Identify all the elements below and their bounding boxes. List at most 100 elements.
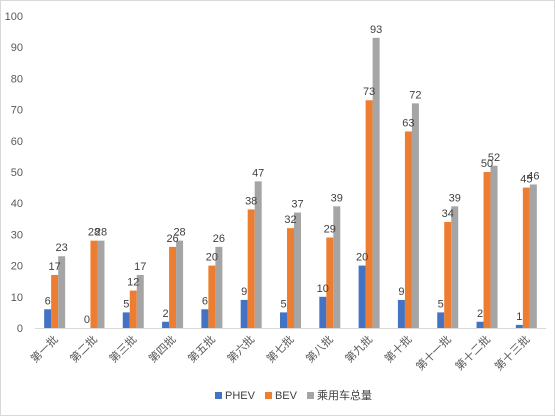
y-tick-label: 0: [17, 323, 23, 335]
bar-PHEV: [397, 299, 405, 328]
data-label: 50: [481, 158, 493, 170]
data-label: 38: [245, 195, 257, 207]
y-tick-label: 90: [11, 42, 23, 54]
bar-乘用车总量: [58, 256, 66, 328]
data-label: 46: [527, 170, 539, 182]
data-label: 17: [134, 261, 146, 273]
x-tick-label: 第五批: [185, 332, 218, 365]
y-tick-label: 30: [11, 229, 23, 241]
data-label: 9: [241, 286, 247, 298]
bar-PHEV: [437, 312, 445, 328]
data-label: 17: [49, 261, 61, 273]
y-tick-label: 60: [11, 136, 23, 148]
bar-PHEV: [122, 312, 130, 328]
bar-PHEV: [201, 309, 209, 328]
bar-乘用车总量: [215, 246, 223, 328]
bar-乘用车总量: [294, 212, 301, 328]
y-tick-label: 50: [11, 167, 23, 179]
data-label: 0: [84, 314, 90, 326]
legend: PHEV BEV 乘用车总量: [215, 388, 372, 402]
y-tick-label: 80: [11, 73, 23, 85]
data-label: 34: [442, 208, 454, 220]
data-label: 73: [363, 86, 375, 98]
x-tick-label: 第十二批: [452, 332, 493, 373]
bar-乘用车总量: [136, 274, 144, 328]
legend-label: PHEV: [225, 390, 256, 402]
bar-PHEV: [280, 312, 287, 328]
x-tick-label: 第三批: [106, 332, 139, 365]
legend-label: 乘用车总量: [317, 388, 372, 402]
bar-乘用车总量: [97, 240, 105, 328]
bar-乘用车总量: [254, 181, 262, 328]
x-tick-label: 第十一批: [413, 332, 454, 373]
data-label: 10: [317, 283, 329, 295]
bar-PHEV: [515, 324, 523, 328]
x-tick-label: 第十批: [381, 332, 414, 365]
data-label: 28: [173, 227, 185, 239]
data-label: 9: [398, 286, 404, 298]
data-label: 5: [280, 298, 286, 310]
bar-乘用车总量: [372, 37, 380, 329]
bar-乘用车总量: [333, 206, 341, 328]
bar-BEV: [404, 131, 412, 328]
bar-BEV: [169, 246, 177, 328]
x-axis: 第一批 第二批 第三批 第四批 第五批 第六批 第七批 第八批 第九批 第十批 第十一批 第十二批 第十…: [28, 328, 546, 373]
bar-BEV: [247, 209, 255, 328]
x-tick-label: 第九批: [342, 332, 375, 365]
bar-PHEV: [162, 321, 170, 328]
data-label: 32: [284, 214, 296, 226]
bar-PHEV: [240, 299, 248, 328]
data-label: 39: [449, 192, 461, 204]
legend-swatch: [215, 392, 222, 399]
bar-PHEV: [44, 309, 52, 328]
bar-BEV: [326, 237, 334, 328]
bar-PHEV: [476, 321, 484, 328]
data-label: 6: [45, 295, 51, 307]
legend-swatch: [306, 392, 314, 399]
bar-BEV: [287, 228, 294, 328]
data-label: 37: [291, 199, 303, 211]
y-axis: 0 10 20 30 40 50 60 70 80 90 100: [5, 11, 23, 335]
data-label: 6: [202, 295, 208, 307]
bar-乘用车总量: [490, 165, 498, 328]
bar-BEV: [444, 221, 452, 328]
data-label: 2: [477, 308, 483, 320]
bars: [44, 37, 537, 329]
data-label: 20: [206, 252, 218, 264]
data-label: 20: [356, 252, 368, 264]
data-label: 45: [520, 174, 532, 186]
bar-BEV: [208, 265, 216, 328]
data-label: 72: [409, 89, 421, 101]
legend-label: BEV: [275, 390, 298, 402]
bar-BEV: [90, 240, 98, 328]
y-tick-label: 20: [11, 261, 23, 273]
y-tick-label: 10: [11, 292, 23, 304]
data-label: 5: [438, 298, 444, 310]
data-labels: 6172302828512172262862026938475323710293…: [45, 24, 540, 326]
bar-BEV: [365, 100, 373, 329]
bar-乘用车总量: [451, 206, 459, 328]
x-tick-label: 第八批: [303, 332, 336, 365]
data-label: 29: [324, 224, 336, 236]
x-tick-label: 第六批: [224, 332, 257, 365]
bar-PHEV: [358, 265, 366, 328]
data-label: 1: [516, 311, 522, 323]
x-tick-label: 第二批: [67, 332, 100, 365]
bar-乘用车总量: [529, 184, 537, 328]
data-label: 2: [163, 308, 169, 320]
x-tick-label: 第十三批: [491, 332, 532, 373]
y-tick-label: 70: [11, 105, 23, 117]
data-label: 26: [166, 233, 178, 245]
data-label: 47: [252, 167, 264, 179]
data-label: 52: [488, 152, 500, 164]
x-tick-label: 第七批: [263, 332, 296, 365]
bar-BEV: [51, 274, 59, 328]
bar-乘用车总量: [176, 240, 184, 328]
legend-swatch: [264, 392, 272, 399]
bar-BEV: [522, 187, 530, 328]
bar-BEV: [483, 172, 491, 328]
data-label: 28: [88, 227, 100, 239]
data-label: 28: [95, 227, 107, 239]
